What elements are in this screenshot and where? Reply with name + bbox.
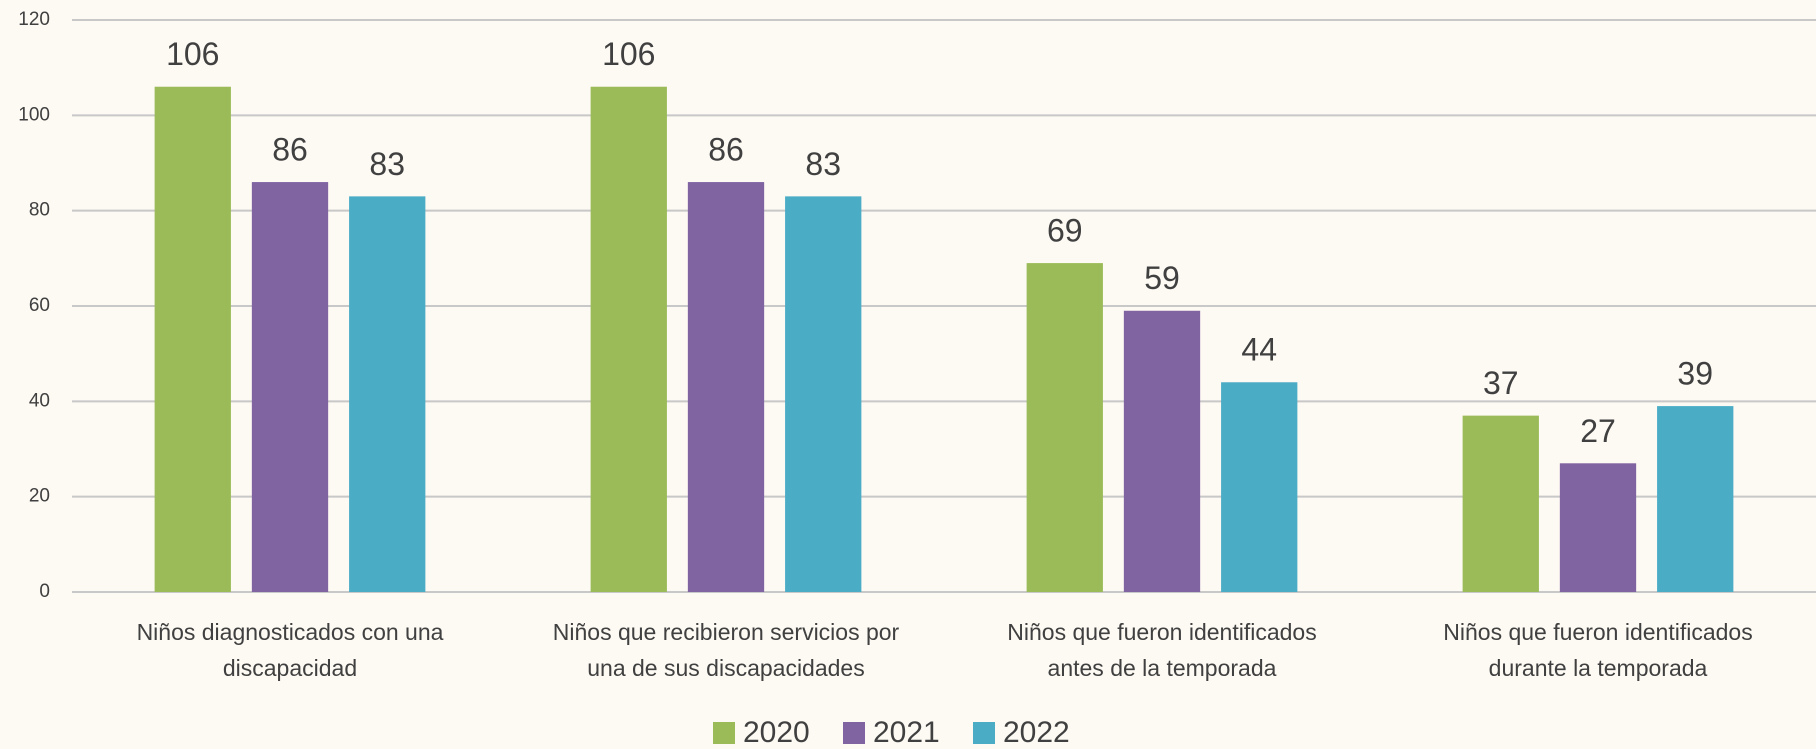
data-label: 106 bbox=[166, 36, 219, 72]
y-tick-label: 60 bbox=[29, 295, 50, 316]
y-tick-label: 120 bbox=[18, 9, 50, 30]
bar bbox=[1123, 310, 1201, 592]
y-tick-label: 80 bbox=[29, 200, 50, 221]
bar bbox=[1559, 463, 1637, 592]
x-tick-label: Niños que fueron identificados antes de … bbox=[1007, 619, 1317, 681]
y-tick-label: 20 bbox=[29, 486, 50, 507]
bar bbox=[154, 86, 231, 592]
data-label: 69 bbox=[1047, 213, 1083, 249]
bar bbox=[687, 182, 765, 593]
data-label: 39 bbox=[1677, 356, 1713, 392]
x-tick-label: Niños diagnosticados con una discapacida… bbox=[136, 619, 444, 681]
bar bbox=[785, 196, 862, 592]
data-label: 83 bbox=[805, 146, 841, 182]
data-label: 86 bbox=[272, 132, 308, 168]
bar bbox=[1026, 263, 1103, 592]
data-label: 37 bbox=[1483, 365, 1519, 401]
bar bbox=[349, 196, 426, 592]
data-label: 83 bbox=[369, 146, 405, 182]
y-tick-label: 40 bbox=[29, 390, 50, 411]
x-tick-label: Niños que recibieron servicios por una d… bbox=[552, 619, 900, 681]
bar bbox=[1462, 415, 1539, 592]
data-label: 106 bbox=[602, 36, 655, 72]
legend-swatch bbox=[973, 722, 995, 744]
data-label: 59 bbox=[1144, 260, 1180, 296]
bar bbox=[1657, 406, 1734, 592]
y-tick-label: 100 bbox=[18, 104, 50, 125]
x-tick-label: Niños que fueron identificados durante l… bbox=[1443, 619, 1753, 681]
data-label: 44 bbox=[1241, 332, 1277, 368]
bar bbox=[251, 182, 329, 593]
legend-label: 2021 bbox=[873, 716, 940, 749]
bar bbox=[590, 86, 667, 592]
data-label: 27 bbox=[1580, 413, 1616, 449]
legend-swatch bbox=[843, 722, 865, 744]
legend-label: 2022 bbox=[1003, 716, 1070, 749]
legend-swatch bbox=[713, 722, 735, 744]
legend-label: 2020 bbox=[743, 716, 810, 749]
bar bbox=[1221, 382, 1298, 592]
data-label: 86 bbox=[708, 132, 744, 168]
y-tick-label: 0 bbox=[39, 581, 50, 602]
